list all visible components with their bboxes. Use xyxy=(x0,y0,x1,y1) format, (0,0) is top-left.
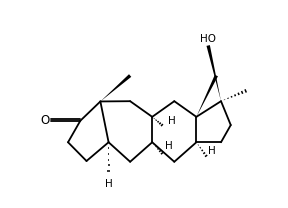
Text: H: H xyxy=(164,141,172,151)
Text: H: H xyxy=(208,146,216,156)
Polygon shape xyxy=(196,75,218,117)
Text: H: H xyxy=(168,116,175,126)
Text: O: O xyxy=(40,114,49,127)
Polygon shape xyxy=(206,45,221,101)
Text: H: H xyxy=(105,179,112,189)
Polygon shape xyxy=(101,74,131,102)
Text: HO: HO xyxy=(200,34,216,44)
